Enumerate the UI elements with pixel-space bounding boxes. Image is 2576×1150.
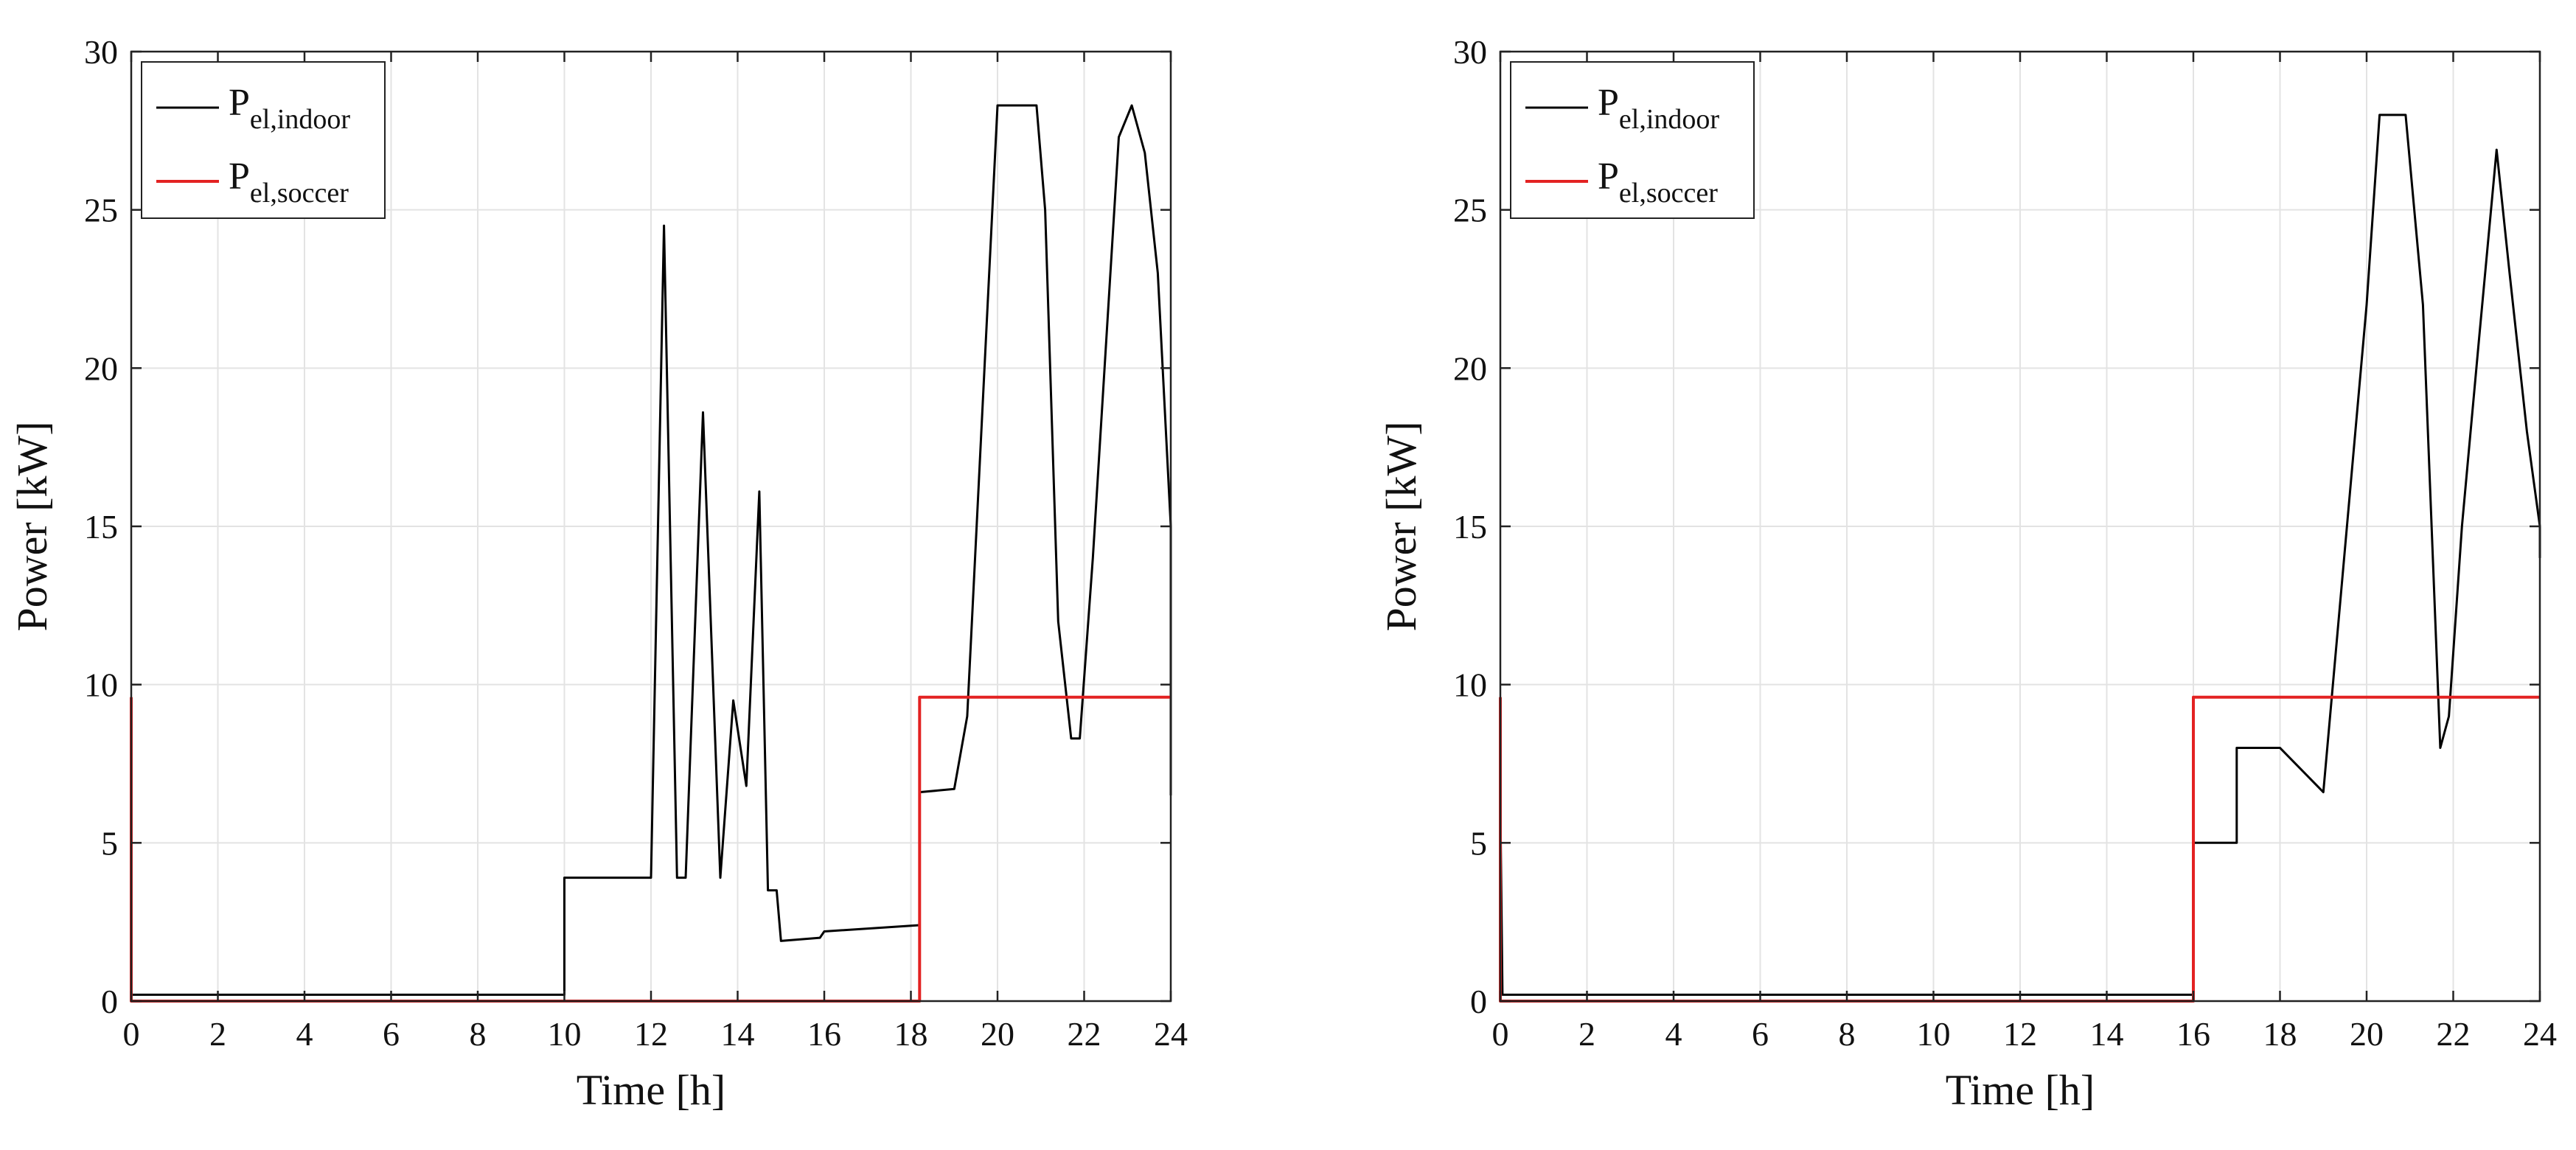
y-tick-label: 10	[84, 666, 118, 704]
y-tick-label: 5	[1470, 824, 1487, 862]
legend-entry: Pel,indoor	[229, 82, 350, 135]
x-tick-label: 0	[1492, 1015, 1509, 1053]
x-tick-label: 4	[296, 1015, 313, 1053]
y-tick-label: 5	[101, 824, 118, 862]
y-tick-label: 15	[1453, 508, 1487, 546]
legend: Pel,indoor Pel,soccer	[1510, 61, 1755, 219]
y-tick-label: 25	[84, 192, 118, 229]
x-tick-label: 24	[1154, 1015, 1188, 1053]
series-line-el-indoor	[1499, 114, 2541, 996]
x-tick-label: 4	[1665, 1015, 1682, 1053]
legend-box	[1510, 61, 1755, 219]
x-tick-label: 18	[894, 1015, 928, 1053]
y-tick-label: 20	[1453, 349, 1487, 387]
x-tick-label: 14	[721, 1015, 755, 1053]
y-axis-label: Power [kW]	[1377, 421, 1425, 631]
x-tick-label: 22	[2437, 1015, 2471, 1053]
x-tick-label: 16	[2176, 1015, 2210, 1053]
x-tick-label: 10	[548, 1015, 582, 1053]
y-tick-label: 30	[84, 33, 118, 71]
x-tick-label: 2	[209, 1015, 226, 1053]
x-tick-label: 24	[2523, 1015, 2557, 1053]
x-tick-label: 22	[1068, 1015, 1101, 1053]
x-tick-label: 10	[1917, 1015, 1951, 1053]
x-tick-label: 20	[981, 1015, 1014, 1053]
x-tick-label: 12	[634, 1015, 668, 1053]
x-tick-label: 0	[123, 1015, 140, 1053]
legend-box	[141, 61, 386, 219]
x-tick-label: 14	[2090, 1015, 2124, 1053]
x-axis-label: Time [h]	[577, 1066, 726, 1114]
y-tick-label: 0	[101, 983, 118, 1020]
x-tick-label: 2	[1578, 1015, 1595, 1053]
x-tick-label: 18	[2263, 1015, 2297, 1053]
legend-entry: Pel,indoor	[1598, 82, 1719, 135]
x-tick-label: 20	[2350, 1015, 2384, 1053]
legend: Pel,indoor Pel,soccer	[141, 61, 386, 219]
legend-entry: Pel,soccer	[229, 156, 349, 209]
legend-entry: Pel,soccer	[1598, 156, 1718, 209]
y-tick-label: 30	[1453, 33, 1487, 71]
y-axis-label: Power [kW]	[8, 421, 56, 631]
series-line-el-indoor	[131, 104, 1172, 996]
y-tick-label: 15	[84, 508, 118, 546]
x-tick-label: 6	[1752, 1015, 1769, 1053]
x-axis-label: Time [h]	[1946, 1066, 2095, 1114]
x-tick-label: 8	[1839, 1015, 1856, 1053]
x-tick-label: 6	[383, 1015, 400, 1053]
y-tick-label: 25	[1453, 192, 1487, 229]
x-tick-label: 16	[807, 1015, 841, 1053]
x-tick-label: 12	[2003, 1015, 2037, 1053]
y-tick-label: 10	[1453, 666, 1487, 704]
y-tick-label: 0	[1470, 983, 1487, 1020]
x-tick-label: 8	[470, 1015, 487, 1053]
y-tick-label: 20	[84, 349, 118, 387]
